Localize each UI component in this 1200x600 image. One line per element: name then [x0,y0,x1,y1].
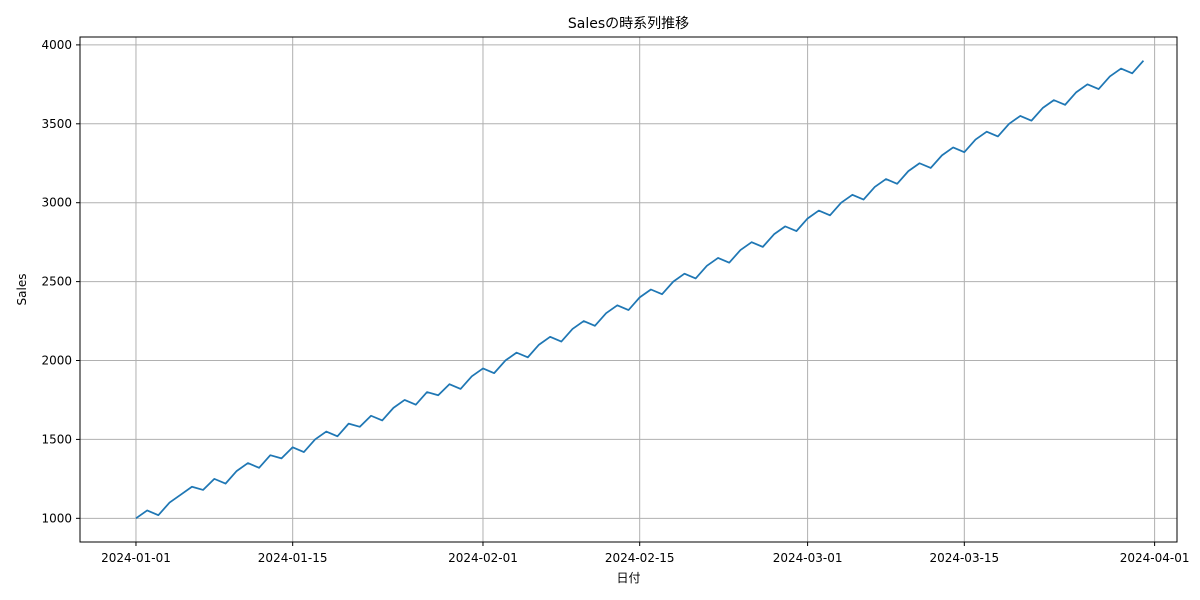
x-tick-label: 2024-01-01 [101,551,171,565]
plot-area-frame [79,36,1178,543]
y-axis-label: Sales [15,274,29,306]
y-tick-label: 1000 [41,511,72,525]
chart-title: Salesの時系列推移 [568,16,689,32]
x-axis-label: 日付 [616,571,640,585]
y-tick-label: 3000 [41,196,72,210]
y-tick-label: 2000 [41,354,72,368]
sales-series-line [135,60,1145,520]
y-tick-label: 3500 [41,117,72,131]
x-axis-ticks: 2024-01-01 2024-01-15 2024-02-01 2024-02-15… [101,542,1189,565]
x-tick-label: 2024-02-01 [448,551,518,565]
x-tick-label: 2024-02-15 [605,551,675,565]
y-tick-label: 1500 [41,432,72,446]
y-axis-ticks: 1000 1500 2000 2500 3000 3500 4000 [41,38,80,525]
x-tick-label: 2024-01-15 [258,551,328,565]
y-tick-label: 4000 [41,38,72,52]
grid-lines [80,37,1177,542]
x-tick-label: 2024-03-01 [773,551,843,565]
x-tick-label: 2024-03-15 [929,551,999,565]
y-tick-label: 2500 [41,275,72,289]
x-tick-label: 2024-04-01 [1120,551,1190,565]
